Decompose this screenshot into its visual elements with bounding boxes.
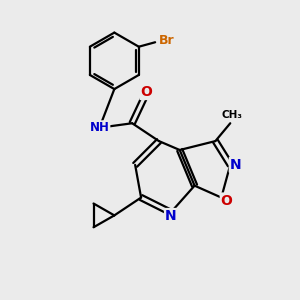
Text: O: O	[140, 85, 152, 99]
Text: N: N	[230, 158, 242, 172]
Text: O: O	[221, 194, 232, 208]
Text: Br: Br	[159, 34, 175, 47]
Text: N: N	[165, 209, 177, 223]
Text: CH₃: CH₃	[221, 110, 242, 120]
Text: NH: NH	[89, 121, 110, 134]
